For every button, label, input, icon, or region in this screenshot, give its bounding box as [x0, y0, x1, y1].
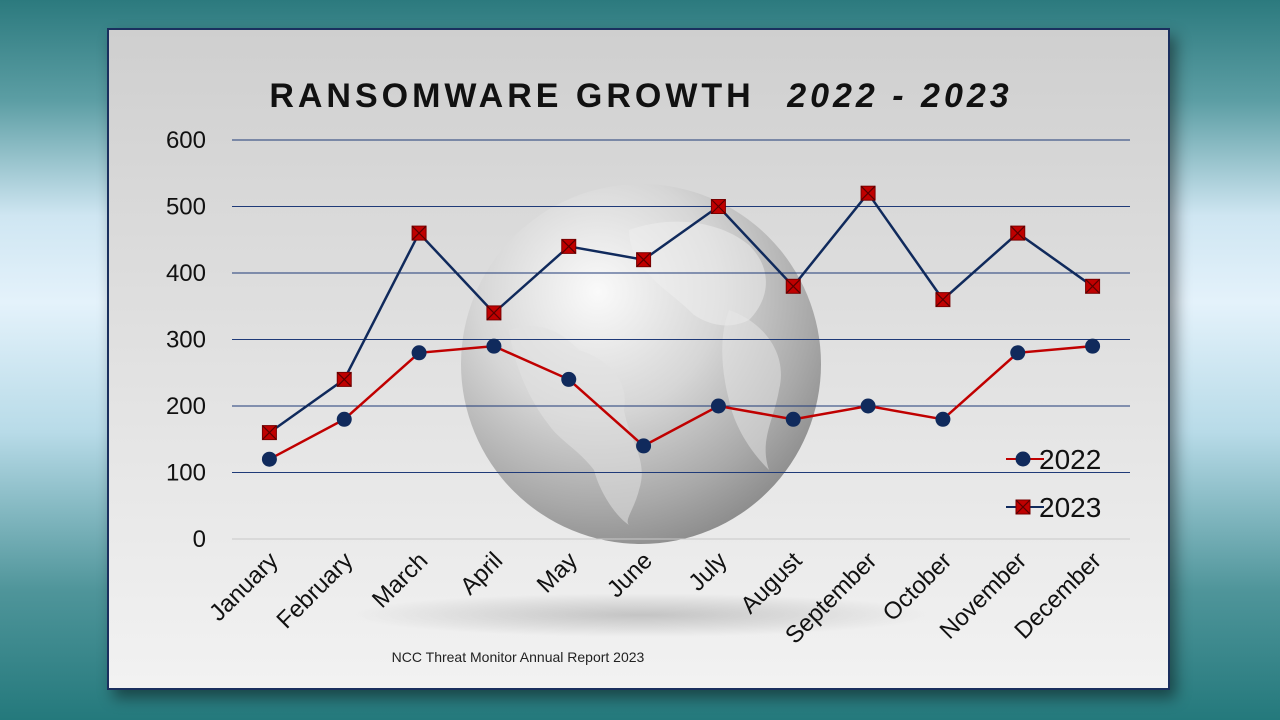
series-group — [261, 185, 1101, 467]
series-line-2022 — [268, 344, 1093, 461]
y-tick-label: 300 — [166, 327, 206, 354]
source-note: NCC Threat Monitor Annual Report 2023 — [392, 649, 645, 665]
point-2022 — [935, 411, 951, 427]
gridlines — [232, 139, 1130, 540]
point-2022 — [336, 411, 352, 427]
legend-label-2023: 2023 — [1039, 492, 1101, 523]
y-tick-label: 100 — [166, 460, 206, 487]
x-tick-label: February — [271, 547, 358, 634]
point-2022 — [636, 438, 652, 454]
point-2022 — [785, 411, 801, 427]
point-2023 — [1085, 278, 1101, 294]
chart-title: RANSOMWARE GROWTH 2022 - 2023 — [269, 77, 1012, 115]
point-2023 — [785, 278, 801, 294]
point-2022 — [561, 371, 577, 387]
point-2022 — [1085, 338, 1101, 354]
point-2023 — [860, 185, 876, 201]
legend-item-2022: 2022 — [1006, 444, 1101, 475]
chart-title-main: RANSOMWARE GROWTH — [269, 77, 754, 115]
x-tick-label: April — [455, 547, 508, 600]
point-2022 — [261, 451, 277, 467]
legend-item-2023: 2023 — [1006, 492, 1101, 523]
point-2023 — [486, 305, 502, 321]
point-2022 — [411, 345, 427, 361]
point-2023 — [1010, 225, 1026, 241]
legend: 2022 2023 — [1006, 444, 1101, 523]
chart-title-years: 2022 - 2023 — [786, 77, 1013, 115]
point-2023 — [411, 225, 427, 241]
legend-label-2022: 2022 — [1039, 444, 1101, 475]
point-2023 — [935, 292, 951, 308]
point-2023 — [710, 199, 726, 214]
point-2022 — [1010, 345, 1026, 361]
series-line-2023 — [268, 191, 1094, 434]
y-tick-label: 500 — [166, 194, 206, 221]
point-2023 — [261, 425, 277, 441]
legend-marker-2023 — [1015, 499, 1031, 515]
point-2023 — [336, 371, 352, 387]
y-tick-label: 400 — [166, 260, 206, 287]
x-tick-label: May — [532, 547, 583, 598]
chart-card: RANSOMWARE GROWTH 2022 - 2023 0 100 200 300… — [107, 28, 1170, 690]
y-tick-label: 600 — [166, 127, 206, 154]
y-tick-label: 200 — [166, 393, 206, 420]
point-2022 — [486, 338, 502, 354]
y-tick-label: 0 — [193, 526, 206, 553]
point-2023 — [636, 252, 652, 268]
y-axis-ticks: 0 100 200 300 400 500 600 — [166, 127, 206, 553]
point-2022 — [710, 398, 726, 414]
globe-background-icon — [351, 184, 931, 637]
line-chart: RANSOMWARE GROWTH 2022 - 2023 0 100 200 300… — [166, 77, 1130, 665]
point-2023 — [561, 238, 577, 254]
point-2022 — [860, 398, 876, 414]
x-tick-label: July — [683, 547, 732, 596]
